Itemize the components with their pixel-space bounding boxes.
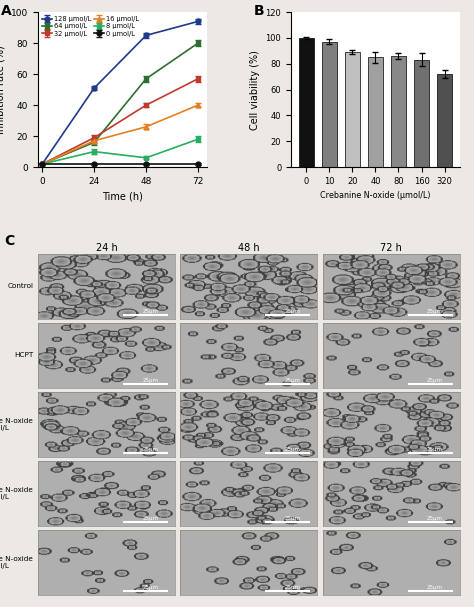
Text: 25μm: 25μm (142, 309, 158, 314)
Bar (322, 42, 337, 167)
Text: 25μm: 25μm (427, 516, 443, 521)
Text: Crebanine N-oxide
24.8 μmol/L: Crebanine N-oxide 24.8 μmol/L (0, 487, 33, 500)
X-axis label: Time (h): Time (h) (102, 191, 143, 202)
Bar (437, 74, 452, 167)
Bar (414, 60, 429, 167)
Text: Control: Control (7, 283, 33, 290)
Text: 25μm: 25μm (285, 516, 301, 521)
Text: 25μm: 25μm (142, 585, 158, 589)
Text: 25μm: 25μm (285, 585, 301, 589)
Text: 25μm: 25μm (427, 447, 443, 452)
Bar (299, 38, 314, 167)
Text: C: C (5, 234, 15, 248)
Bar (391, 56, 406, 167)
Text: 25μm: 25μm (285, 309, 301, 314)
X-axis label: Crebanine N-oxide (μmol/L): Crebanine N-oxide (μmol/L) (320, 191, 431, 200)
Text: 25μm: 25μm (427, 378, 443, 383)
Text: 25μm: 25μm (142, 378, 158, 383)
Title: 48 h: 48 h (238, 243, 260, 253)
Bar (368, 57, 383, 167)
Text: 25μm: 25μm (142, 516, 158, 521)
Text: 25μm: 25μm (427, 585, 443, 589)
Text: 25μm: 25μm (142, 447, 158, 452)
Text: Crebanine N-oxide
12.4 μmol/L: Crebanine N-oxide 12.4 μmol/L (0, 418, 33, 431)
Y-axis label: Cell viability (%): Cell viability (%) (250, 50, 260, 129)
Title: 72 h: 72 h (380, 243, 402, 253)
Text: HCPT: HCPT (14, 353, 33, 358)
Legend: 128 μmol/L, 64 μmol/L, 32 μmol/L, 16 μmol/L, 8 μmol/L, 0 μmol/L: 128 μmol/L, 64 μmol/L, 32 μmol/L, 16 μmo… (41, 15, 139, 38)
Text: Crebanine N-oxide
49.6 μmol/L: Crebanine N-oxide 49.6 μmol/L (0, 556, 33, 569)
Text: A: A (1, 4, 11, 18)
Text: B: B (254, 4, 264, 18)
Title: 24 h: 24 h (96, 243, 117, 253)
Y-axis label: Inhibition rate (%): Inhibition rate (%) (0, 46, 5, 134)
Bar (345, 52, 360, 167)
Text: 25μm: 25μm (285, 447, 301, 452)
Text: 25μm: 25μm (285, 378, 301, 383)
Text: 25μm: 25μm (427, 309, 443, 314)
